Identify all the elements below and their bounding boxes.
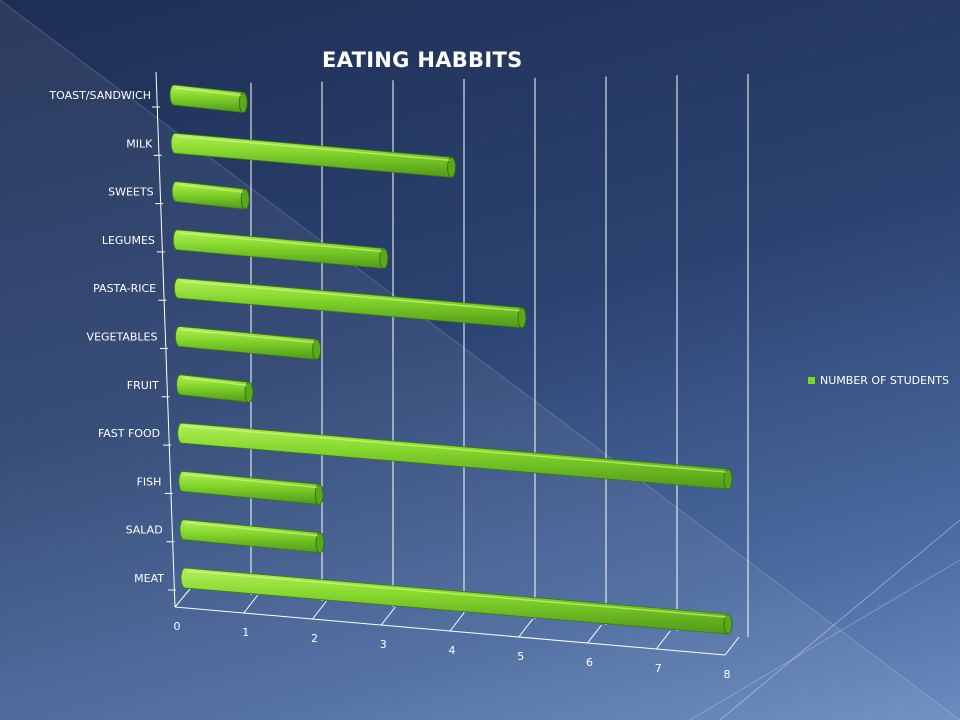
bar-highlight-4	[180, 280, 520, 312]
bar-cap-3	[379, 247, 389, 269]
corner-line-1	[719, 519, 960, 720]
bar-highlight-2	[178, 183, 244, 193]
bar-highlight-3	[179, 232, 382, 253]
category-label-fast-food: FAST FOOD	[98, 427, 160, 440]
floor-gridline-3	[380, 606, 396, 626]
x-tick-label-6: 6	[586, 656, 593, 669]
bar-highlight-7	[183, 425, 727, 473]
label-layer: 0 1 2 3 4 5 6 7 8 TOAST/SANDWICH MILK SWEETS LEGUMES…	[48, 89, 730, 681]
bar-highlight-8	[184, 473, 318, 489]
category-label-meat: MEAT	[134, 572, 164, 585]
bar-highlight-1	[177, 135, 450, 161]
floor-edge-line	[174, 588, 191, 608]
bar-highlight-9	[185, 522, 318, 537]
x-tick-label-4: 4	[449, 644, 456, 657]
bar-cap-8	[314, 483, 324, 505]
floor-gridline-4	[449, 612, 465, 632]
x-tick-label-3: 3	[380, 638, 387, 651]
floor-gridline-5	[518, 618, 534, 638]
category-label-vegetables: VEGETABLES	[87, 331, 158, 344]
category-label-salad: SALAD	[126, 524, 163, 537]
x-tick-label-8: 8	[724, 668, 731, 681]
category-label-pasta-rice: PASTA-RICE	[93, 282, 156, 295]
x-tick-label-7: 7	[655, 662, 662, 675]
grid-layer	[243, 74, 749, 656]
bar-highlight-5	[181, 328, 315, 344]
bar-cap-0	[238, 92, 248, 113]
bar-cap-1	[447, 156, 456, 178]
legend: NUMBER OF STUDENTS	[808, 374, 949, 387]
x-tick-label-5: 5	[517, 650, 524, 663]
x-tick-label-1: 1	[242, 626, 249, 639]
bar-cap-2	[240, 188, 250, 210]
floor-gridline-7	[655, 630, 671, 650]
bar-highlight-0	[175, 87, 242, 97]
x-tick-label-2: 2	[311, 632, 318, 645]
floor-gridline-2	[312, 600, 327, 620]
x-tick-label-0: 0	[174, 620, 181, 633]
legend-label: NUMBER OF STUDENTS	[820, 374, 949, 387]
axis-layer	[152, 71, 726, 656]
y-axis-line	[155, 71, 176, 608]
floor-gridline-8	[724, 636, 740, 656]
corner-line-2	[689, 559, 960, 720]
category-label-toast-sandwich: TOAST/SANDWICH	[48, 89, 151, 102]
category-label-milk: MILK	[126, 137, 153, 150]
bar-highlight-10	[186, 570, 727, 618]
category-label-fish: FISH	[137, 475, 162, 488]
bar-cap-4	[517, 307, 527, 329]
floor-gridline-1	[243, 594, 259, 614]
category-label-legumes: LEGUMES	[102, 234, 155, 247]
bar-cap-7	[723, 468, 733, 490]
floor-gridline-6	[587, 624, 602, 644]
legend-swatch	[808, 377, 815, 384]
category-label-sweets: SWEETS	[108, 186, 153, 199]
bar-cap-10	[723, 613, 733, 635]
bar-cap-6	[244, 381, 254, 403]
bar-cap-9	[315, 532, 325, 554]
bar-cap-5	[312, 339, 322, 360]
bar-layer	[169, 84, 733, 635]
chart-title: EATING HABBITS	[322, 48, 523, 72]
category-label-fruit: FRUIT	[127, 379, 159, 392]
x-axis-line	[174, 606, 726, 656]
bar-highlight-6	[182, 377, 248, 386]
